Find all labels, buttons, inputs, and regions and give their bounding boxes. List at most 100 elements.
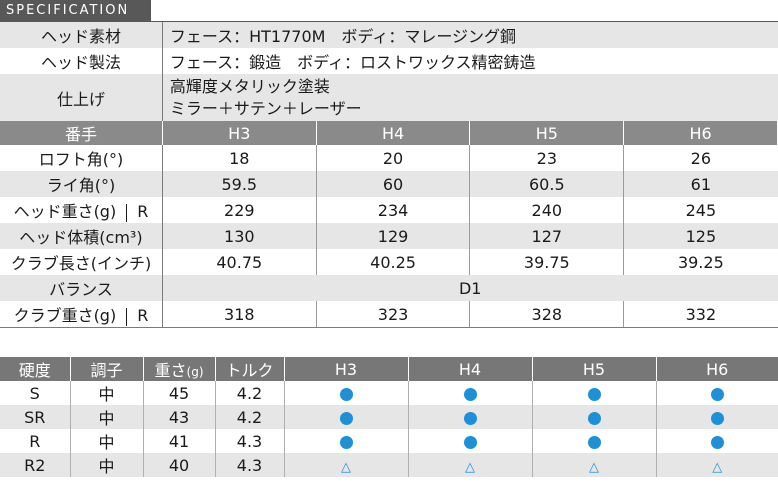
- loft-h3: 18: [162, 145, 317, 171]
- dot-icon: [587, 387, 601, 401]
- row-lie: ライ角(°) 59.5 60 60.5 61: [0, 171, 778, 197]
- flex-col-h6: H6: [656, 357, 778, 381]
- head-weight-h3: 229: [162, 197, 317, 223]
- dot-icon: [710, 435, 724, 449]
- head-process-value: フェース：鍛造 ボディ：ロストワックス精密鋳造: [169, 53, 536, 72]
- dot-icon: [463, 435, 477, 449]
- club-weight-h5: 328: [469, 301, 625, 328]
- hardness-header: 硬度: [0, 357, 71, 381]
- lie-h6: 61: [623, 171, 778, 197]
- row-head-material: ヘッド素材 フェース：HT1770M ボディ：マレージング鋼: [0, 22, 778, 48]
- availability-h3: [284, 381, 409, 405]
- loft-label: ロフト角(°): [0, 145, 163, 171]
- lie-h5: 60.5: [469, 171, 625, 197]
- row-head-volume: ヘッド体積(cm³) 130 129 127 125: [0, 223, 778, 249]
- availability-h4: △: [408, 453, 533, 477]
- weight-value: 41: [143, 429, 216, 453]
- finish-label: 仕上げ: [0, 74, 163, 121]
- hardness-value: R2: [0, 453, 71, 477]
- flex-header-row: 硬度 調子 重さ(g) トルク H3 H4 H5 H6: [0, 357, 778, 381]
- separator: [126, 307, 128, 326]
- head-weight-label: ヘッド重さ(g) R: [0, 197, 163, 223]
- dot-icon: [710, 387, 724, 401]
- torque-header: トルク: [215, 357, 285, 381]
- lie-h3: 59.5: [162, 171, 317, 197]
- dot-icon: [339, 411, 353, 425]
- availability-h3: [284, 429, 409, 453]
- row-club-weight: クラブ重さ(g) R 318 323 328 332: [0, 301, 778, 328]
- dot-icon: [339, 435, 353, 449]
- loft-h4: 20: [316, 145, 471, 171]
- row-club-length: クラブ長さ(インチ) 40.75 40.25 39.75 39.25: [0, 249, 778, 275]
- club-length-h3: 40.75: [162, 249, 317, 275]
- availability-h5: [532, 405, 657, 429]
- head-volume-label: ヘッド体積(cm³): [0, 223, 163, 249]
- head-volume-h4: 129: [316, 223, 471, 249]
- head-weight-flex: R: [137, 202, 149, 221]
- availability-h6: [656, 405, 778, 429]
- spec-table: ヘッド素材 フェース：HT1770M ボディ：マレージング鋼 ヘッド製法 フェー…: [0, 22, 778, 328]
- head-volume-h6: 125: [623, 223, 778, 249]
- flex-col-h4: H4: [408, 357, 533, 381]
- availability-h6: [656, 381, 778, 405]
- balance-label: バランス: [0, 275, 163, 301]
- head-weight-h4: 234: [316, 197, 471, 223]
- dot-icon: [339, 387, 353, 401]
- shaft-flex-table: 硬度 調子 重さ(g) トルク H3 H4 H5 H6 S 中 45 4.2 S…: [0, 357, 778, 477]
- flex-col-h5: H5: [532, 357, 657, 381]
- club-length-label: クラブ長さ(インチ): [0, 249, 163, 275]
- col-h5: H5: [469, 121, 625, 145]
- club-weight-flex: R: [137, 306, 149, 325]
- dot-icon: [587, 435, 601, 449]
- availability-h6: △: [656, 453, 778, 477]
- tone-value: 中: [70, 405, 144, 429]
- availability-h4: [408, 381, 533, 405]
- dot-icon: [463, 411, 477, 425]
- head-material-value: フェース：HT1770M ボディ：マレージング鋼: [162, 22, 778, 48]
- torque-value: 4.3: [215, 453, 285, 477]
- row-head-weight: ヘッド重さ(g) R 229 234 240 245: [0, 197, 778, 223]
- club-weight-h6: 332: [623, 301, 778, 328]
- hardness-value: R: [0, 429, 71, 453]
- head-volume-h5: 127: [469, 223, 625, 249]
- tone-value: 中: [70, 381, 144, 405]
- tone-value: 中: [70, 429, 144, 453]
- flex-row: SR 中 43 4.2: [0, 405, 778, 429]
- availability-h5: [532, 381, 657, 405]
- head-process-label: ヘッド製法: [0, 48, 163, 74]
- finish-line-1: 高輝度メタリック塗装: [169, 76, 330, 96]
- availability-h6: [656, 429, 778, 453]
- number-label: 番手: [0, 121, 163, 145]
- club-length-h4: 40.25: [316, 249, 471, 275]
- hardness-value: S: [0, 381, 71, 405]
- torque-value: 4.2: [215, 381, 285, 405]
- flex-col-h3: H3: [284, 357, 409, 381]
- col-h4: H4: [316, 121, 471, 145]
- tone-header: 調子: [70, 357, 144, 381]
- head-weight-label-text: ヘッド重さ(g): [13, 202, 117, 221]
- availability-h5: [532, 429, 657, 453]
- flex-row: S 中 45 4.2: [0, 381, 778, 405]
- lie-label: ライ角(°): [0, 171, 163, 197]
- weight-value: 45: [143, 381, 216, 405]
- finish-value: 高輝度メタリック塗装 ミラー＋サテン＋レーザー: [162, 74, 778, 121]
- row-finish: 仕上げ 高輝度メタリック塗装 ミラー＋サテン＋レーザー: [0, 74, 778, 121]
- section-title: SPECIFICATION: [0, 0, 151, 22]
- club-weight-label-text: クラブ重さ(g): [13, 306, 117, 325]
- weight-unit: (g): [186, 365, 204, 379]
- availability-h4: [408, 429, 533, 453]
- row-head-process: ヘッド製法 フェース：鍛造 ボディ：ロストワックス精密鋳造: [0, 48, 778, 74]
- weight-value: 43: [143, 405, 216, 429]
- availability-h3: △: [284, 453, 409, 477]
- head-material-label: ヘッド素材: [0, 22, 163, 48]
- head-weight-h6: 245: [685, 200, 717, 220]
- head-weight-h5: 240: [469, 197, 625, 223]
- triangle-icon: △: [465, 459, 475, 475]
- col-h6: H6: [623, 121, 778, 145]
- availability-h4: [408, 405, 533, 429]
- dot-icon: [463, 387, 477, 401]
- club-weight-h3: 318: [162, 301, 317, 328]
- row-spec-header: 番手 H3 H4 H5 H6: [0, 121, 778, 145]
- loft-h6: 26: [690, 148, 712, 168]
- weight-header-text: 重さ: [154, 361, 187, 380]
